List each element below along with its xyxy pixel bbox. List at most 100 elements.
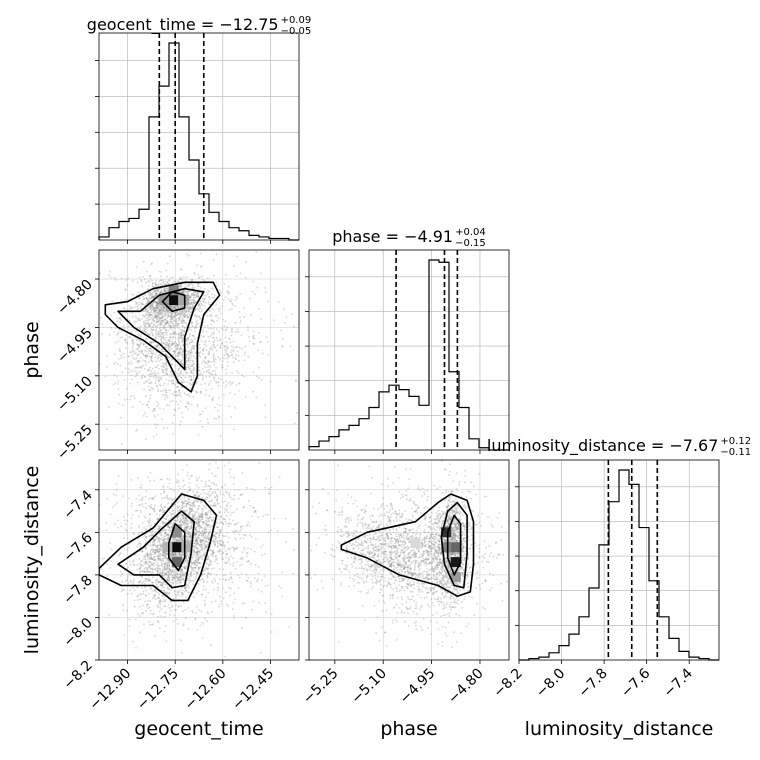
scatter-point xyxy=(205,531,208,534)
scatter-point xyxy=(204,540,207,542)
scatter-point xyxy=(182,520,184,523)
scatter-point xyxy=(143,330,146,333)
scatter-point xyxy=(228,355,230,358)
scatter-point xyxy=(157,333,160,336)
scatter-point xyxy=(195,352,198,355)
scatter-point xyxy=(63,327,65,329)
scatter-point xyxy=(204,314,207,317)
scatter-point xyxy=(235,275,238,277)
scatter-point xyxy=(178,340,181,342)
scatter-point xyxy=(149,304,152,307)
scatter-point xyxy=(123,589,125,591)
scatter-point xyxy=(145,490,148,492)
scatter-point xyxy=(177,606,180,608)
scatter-point xyxy=(171,499,174,502)
scatter-point xyxy=(145,281,147,284)
scatter-point xyxy=(217,409,219,412)
scatter-point xyxy=(146,554,149,557)
scatter-point xyxy=(208,350,211,353)
scatter-point xyxy=(194,546,196,549)
scatter-point xyxy=(171,579,174,582)
scatter-point xyxy=(141,376,143,378)
scatter-point xyxy=(195,521,197,524)
scatter-point xyxy=(225,328,228,331)
scatter-point xyxy=(189,528,191,530)
scatter-point xyxy=(165,337,168,339)
scatter-point xyxy=(155,345,158,348)
scatter-point xyxy=(175,386,178,389)
scatter-point xyxy=(109,270,111,273)
scatter-point xyxy=(186,292,189,295)
scatter-point xyxy=(201,373,204,376)
scatter-point xyxy=(166,275,168,278)
scatter-point xyxy=(228,472,231,474)
scatter-point xyxy=(136,354,139,357)
scatter-point xyxy=(172,577,175,579)
scatter-point xyxy=(209,347,212,350)
scatter-point xyxy=(175,318,178,321)
scatter-point xyxy=(187,296,190,299)
scatter-point xyxy=(169,600,172,603)
scatter-point xyxy=(155,301,158,304)
scatter-point xyxy=(238,310,241,313)
scatter-point xyxy=(187,313,190,315)
scatter-point xyxy=(228,337,231,340)
scatter-point xyxy=(134,510,137,512)
scatter-point xyxy=(231,498,234,501)
scatter-point xyxy=(205,549,208,552)
scatter-point xyxy=(167,562,169,565)
scatter-point xyxy=(142,314,145,317)
scatter-point xyxy=(145,307,148,310)
scatter-point xyxy=(117,388,120,391)
scatter-point xyxy=(206,370,209,372)
scatter-point xyxy=(159,317,162,320)
scatter-point xyxy=(218,550,221,552)
scatter-point xyxy=(256,579,259,582)
scatter-point xyxy=(153,290,156,293)
scatter-point xyxy=(225,562,228,565)
scatter-point xyxy=(194,308,197,311)
scatter-point xyxy=(180,377,183,379)
scatter-point xyxy=(154,558,157,561)
scatter-point xyxy=(219,540,221,542)
scatter-point xyxy=(179,519,182,521)
scatter-point xyxy=(130,374,133,377)
scatter-point xyxy=(190,379,193,382)
scatter-point xyxy=(162,336,165,339)
scatter-point xyxy=(208,536,211,538)
scatter-point xyxy=(162,371,165,373)
scatter-point xyxy=(243,359,246,362)
scatter-point xyxy=(183,290,186,293)
scatter-point xyxy=(181,411,183,414)
scatter-point xyxy=(161,309,164,311)
scatter-point xyxy=(130,362,133,365)
scatter-point xyxy=(181,416,184,419)
scatter-point xyxy=(163,568,166,570)
scatter-point xyxy=(181,539,183,542)
scatter-point xyxy=(149,315,151,317)
scatter-point xyxy=(131,279,134,282)
scatter-point xyxy=(172,336,175,338)
scatter-point xyxy=(148,305,151,308)
scatter-point xyxy=(269,380,272,383)
scatter-point xyxy=(166,310,169,313)
scatter-point xyxy=(166,394,168,397)
scatter-point xyxy=(152,296,155,299)
scatter-point xyxy=(197,522,200,525)
scatter-point xyxy=(182,624,185,627)
scatter-point xyxy=(154,423,157,426)
scatter-point xyxy=(207,517,210,520)
scatter-point xyxy=(173,555,176,557)
scatter-point xyxy=(197,295,200,298)
scatter-point xyxy=(238,382,241,384)
contour-line xyxy=(161,291,186,313)
scatter-point xyxy=(195,551,198,554)
scatter-point xyxy=(150,358,153,360)
scatter-point xyxy=(185,457,187,459)
scatter-point xyxy=(138,558,141,560)
scatter-point xyxy=(155,433,158,436)
scatter-point xyxy=(222,568,225,570)
scatter-point xyxy=(200,516,203,518)
scatter-point xyxy=(186,371,188,374)
scatter-point xyxy=(185,522,188,525)
